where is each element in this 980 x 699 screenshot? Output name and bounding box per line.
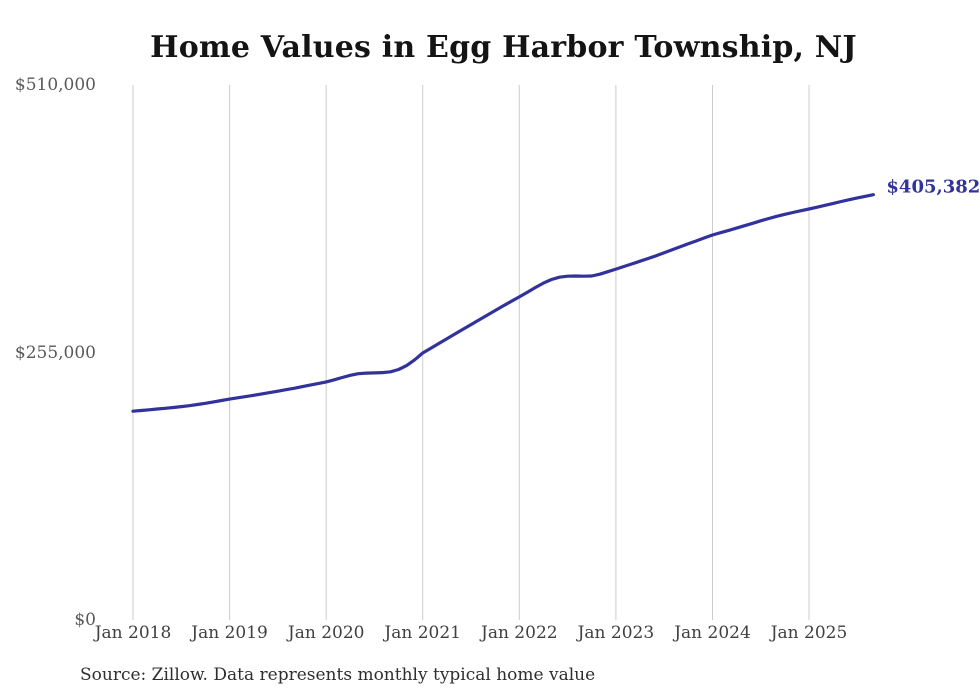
y-axis-tick-0: $0 <box>74 610 96 630</box>
home-value-series-line <box>131 193 875 413</box>
x-axis-tick-jan-2018: Jan 2018 <box>94 623 172 643</box>
x-axis-tick-jan-2019: Jan 2019 <box>191 623 268 643</box>
final-value-label: $405,382 <box>886 176 980 198</box>
y-axis-tick-510000: $510,000 <box>14 75 96 95</box>
x-axis-tick-jan-2023: Jan 2023 <box>577 623 655 643</box>
x-axis-tick-jan-2020: Jan 2020 <box>287 623 365 643</box>
x-axis-tick-jan-2025: Jan 2025 <box>770 623 848 643</box>
y-axis-tick-255000: $255,000 <box>14 342 96 363</box>
source-note: Source: Zillow. Data represents monthly … <box>80 665 596 685</box>
chart-title: Home Values in Egg Harbor Township, NJ <box>150 30 857 65</box>
x-axis-tick-jan-2022: Jan 2022 <box>481 623 558 643</box>
x-axis-tick-jan-2024: Jan 2024 <box>674 623 751 643</box>
x-axis-tick-jan-2021: Jan 2021 <box>384 623 461 643</box>
